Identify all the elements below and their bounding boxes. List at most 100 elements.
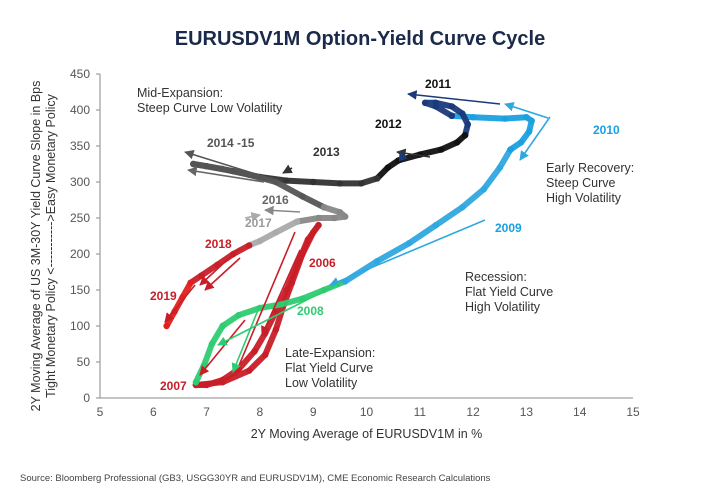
annotation-text: Early Recovery:	[546, 161, 634, 175]
series-2014-15	[190, 161, 327, 211]
chart-title: EURUSDV1M Option-Yield Curve Cycle	[174, 28, 546, 50]
point-2019	[187, 279, 194, 286]
year-label-2016: 2016	[262, 193, 289, 207]
x-tick-label: 6	[150, 405, 157, 419]
point-2007	[294, 261, 301, 268]
point-2007	[272, 308, 280, 315]
y-tick-label: 450	[70, 67, 90, 81]
trend-arrow	[398, 151, 408, 162]
x-axis-label: 2Y Moving Average of EURUSDV1M in %	[251, 427, 483, 441]
point-2009	[459, 204, 466, 211]
point-2007	[304, 236, 312, 243]
axes: 5 6 7 8 9 10 11 12 13 14 1505010015020025030035040…	[29, 67, 640, 441]
point-2018	[246, 242, 253, 249]
year-label-2017: 2017	[245, 216, 272, 230]
point-2009	[405, 240, 413, 247]
point-2009	[480, 186, 487, 193]
annotation-text: Steep Curve Low Volatility	[137, 101, 283, 115]
annotation-text: Flat Yield Curve	[465, 285, 553, 299]
point-2014-15	[299, 193, 306, 200]
y-tick-label: 100	[70, 319, 90, 333]
point-2008	[192, 379, 200, 386]
trend-arrow	[233, 231, 296, 376]
trend-arrow	[164, 284, 196, 323]
point-2010	[469, 114, 477, 121]
series-layer	[163, 99, 535, 389]
point-2017	[256, 237, 264, 245]
y-tick-label: 250	[70, 211, 90, 225]
point-2018	[198, 272, 205, 279]
point-2006	[246, 367, 253, 374]
year-label-2013: 2013	[313, 145, 340, 159]
trend-arrow	[329, 219, 486, 287]
x-tick-label: 12	[466, 405, 480, 419]
y-tick-label: 400	[70, 103, 90, 117]
trend-arrow	[282, 164, 293, 174]
point-2011	[464, 121, 471, 128]
point-2013	[310, 178, 317, 186]
year-label-2018: 2018	[205, 237, 232, 251]
point-2007	[219, 376, 226, 384]
year-label-2007: 2007	[160, 379, 187, 393]
point-2010	[517, 139, 525, 146]
point-2013	[358, 180, 365, 187]
point-2014-15	[190, 160, 197, 168]
x-tick-label: 9	[310, 405, 317, 419]
point-2010	[525, 128, 533, 135]
trend-arrow	[264, 205, 301, 216]
y-tick-label: 0	[83, 391, 90, 405]
year-label-2006: 2006	[309, 256, 336, 270]
annotation-text: Late-Expansion:	[285, 346, 375, 360]
series-2017	[246, 218, 301, 249]
point-2007	[203, 381, 210, 389]
point-2010	[501, 115, 509, 122]
x-tick-label: 14	[573, 405, 587, 419]
trend-arrow	[199, 247, 241, 286]
point-2016	[336, 209, 344, 216]
point-2007	[251, 348, 258, 355]
point-2013	[283, 177, 290, 184]
point-2012	[384, 164, 391, 171]
point-2014-15	[219, 165, 226, 173]
annotation-text: Steep Curve	[546, 176, 616, 190]
point-2013	[374, 175, 381, 182]
point-2010	[523, 114, 530, 121]
point-2011	[432, 99, 439, 107]
point-2012	[461, 132, 469, 139]
point-2011	[459, 110, 466, 117]
x-tick-label: 7	[203, 405, 210, 419]
x-tick-label: 8	[257, 405, 264, 419]
annotation-text: High Volatility	[546, 191, 622, 205]
point-2016	[320, 204, 328, 211]
point-2011	[448, 103, 455, 110]
y-tick-label: 300	[70, 175, 90, 189]
point-2006	[272, 326, 280, 333]
trend-arrow	[519, 116, 551, 161]
trend-arrow	[187, 166, 265, 183]
point-2008	[208, 340, 216, 348]
point-2011	[421, 99, 429, 107]
point-2017	[294, 218, 301, 225]
annotation-text: Low Volatility	[285, 376, 358, 390]
annotation-text: Mid-Expansion:	[137, 86, 223, 100]
point-2012	[437, 146, 445, 153]
point-2016	[342, 213, 349, 220]
point-2006	[262, 351, 269, 358]
x-tick-label: 5	[97, 405, 104, 419]
point-2009	[432, 222, 439, 229]
trend-arrow	[261, 249, 301, 336]
trend-arrow	[184, 149, 263, 177]
point-2009	[496, 164, 503, 171]
year-label-2010: 2010	[593, 123, 620, 137]
point-2016	[331, 214, 338, 222]
x-tick-label: 11	[414, 405, 427, 419]
trend-arrow	[204, 257, 241, 291]
year-label-2008: 2008	[297, 304, 324, 318]
series-2008	[192, 278, 349, 386]
annotation-text: Recession:	[465, 270, 527, 284]
point-2008	[278, 301, 285, 308]
point-2008	[235, 312, 242, 319]
x-tick-label: 15	[626, 405, 640, 419]
source-note: Source: Bloomberg Professional (GB3, USG…	[20, 473, 491, 484]
